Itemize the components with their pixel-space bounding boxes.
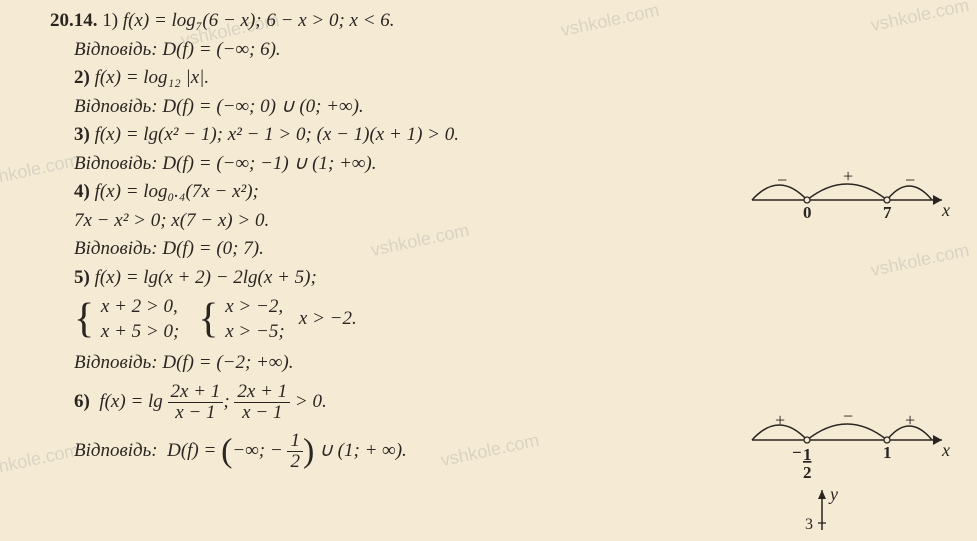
answer-label: Відповідь: bbox=[74, 352, 158, 373]
half-den: 2 bbox=[287, 452, 303, 472]
y-tick-3: 3 bbox=[805, 516, 813, 533]
d2-sign-1: − bbox=[843, 406, 853, 426]
item-4-label: 4) bbox=[74, 181, 90, 202]
item-6-expr-post: > 0. bbox=[290, 391, 327, 412]
problem-1-line: 20.14. 1) f(x) = log₇(6 − x); 6 − x > 0;… bbox=[50, 7, 957, 35]
item-4-answer: D(f) = (0; 7). bbox=[162, 238, 263, 259]
d2-tick-1: 1 bbox=[883, 443, 892, 462]
item-6-answer-mid: −∞; − bbox=[232, 440, 282, 461]
answer-label: Відповідь: bbox=[74, 96, 158, 117]
d2-tick-0-den: 2 bbox=[803, 463, 812, 482]
frac1-den: x − 1 bbox=[168, 403, 224, 423]
d1-sign-1: + bbox=[843, 166, 853, 186]
item-5-system: { x + 2 > 0, x + 5 > 0; { x > −2, x > −5… bbox=[50, 295, 957, 344]
d2-tick-prefix-0: − bbox=[792, 443, 802, 462]
d2-sign-2: + bbox=[905, 410, 915, 430]
item-6-answer-pre: D(f) = bbox=[167, 440, 221, 461]
half-num: 1 bbox=[287, 431, 303, 452]
item-5-answer-line: Відповідь: D(f) = (−2; +∞). bbox=[50, 349, 957, 377]
item-3-expr: f(x) = lg(x² − 1); x² − 1 > 0; (x − 1)(x… bbox=[95, 124, 459, 145]
frac1-num: 2x + 1 bbox=[168, 382, 224, 403]
d1-axis-label: x bbox=[941, 200, 950, 220]
item-6-frac1: 2x + 1 x − 1 bbox=[168, 382, 224, 423]
item-5-label: 5) bbox=[74, 267, 90, 288]
sign-diagram-2: + − + − 1 2 1 x bbox=[747, 400, 957, 496]
d2-tick-0-num: 1 bbox=[803, 445, 812, 464]
frac2-den: x − 1 bbox=[234, 403, 290, 423]
sys2b: x > −5; bbox=[225, 320, 284, 345]
d1-sign-0: − bbox=[777, 170, 787, 190]
item-1-answer-line: Відповідь: D(f) = (−∞; 6). bbox=[50, 36, 957, 64]
d1-tick-1: 7 bbox=[883, 203, 892, 222]
item-5-expr: f(x) = lg(x + 2) − 2lg(x + 5); bbox=[95, 267, 317, 288]
sign-diagram-1: − + − 0 7 x bbox=[747, 160, 957, 236]
item-4-answer-line: Відповідь: D(f) = (0; 7). bbox=[50, 235, 957, 263]
problem-number: 20.14. bbox=[50, 10, 98, 31]
item-1-label: 1) bbox=[102, 10, 118, 31]
item-4-expr2-text: 7x − x² > 0; x(7 − x) > 0. bbox=[74, 210, 269, 231]
d2-axis-label: x bbox=[941, 440, 950, 460]
item-6-answer-post: ∪ (1; + ∞). bbox=[314, 440, 407, 461]
sys1b: x + 5 > 0; bbox=[101, 320, 179, 345]
sign-diagram-1-svg: − + − 0 7 x bbox=[747, 160, 957, 230]
item-6-frac2: 2x + 1 x − 1 bbox=[234, 382, 290, 423]
item-3-line: 3) f(x) = lg(x² − 1); x² − 1 > 0; (x − 1… bbox=[50, 121, 957, 149]
answer-label: Відповідь: bbox=[74, 440, 158, 461]
item-2-answer-line: Відповідь: D(f) = (−∞; 0) ∪ (0; +∞). bbox=[50, 93, 957, 121]
item-6-label: 6) bbox=[74, 391, 90, 412]
sys1a: x + 2 > 0, bbox=[101, 295, 179, 320]
y-label: y bbox=[828, 485, 838, 504]
answer-label: Відповідь: bbox=[74, 153, 158, 174]
item-2-expr: f(x) = log₁₂ |x|. bbox=[95, 67, 210, 88]
sign-diagram-2-svg: + − + − 1 2 1 x bbox=[747, 400, 957, 490]
half-frac: 1 2 bbox=[287, 431, 303, 472]
axis-fragment-svg: y 3 bbox=[777, 485, 867, 535]
item-4-expr: f(x) = log₀.₄(7x − x²); bbox=[95, 181, 259, 202]
item-1-expr: f(x) = log₇(6 − x); 6 − x > 0; x < 6. bbox=[123, 10, 395, 31]
item-5-line: 5) f(x) = lg(x + 2) − 2lg(x + 5); bbox=[50, 264, 957, 292]
item-5-answer: D(f) = (−2; +∞). bbox=[162, 352, 293, 373]
item-6-expr-pre: f(x) = lg bbox=[99, 391, 162, 412]
item-3-answer: D(f) = (−∞; −1) ∪ (1; +∞). bbox=[162, 153, 376, 174]
item-2-line: 2) f(x) = log₁₂ |x|. bbox=[50, 64, 957, 92]
item-5-conclusion: x > −2. bbox=[299, 309, 357, 330]
item-3-label: 3) bbox=[74, 124, 90, 145]
answer-label: Відповідь: bbox=[74, 238, 158, 259]
item-2-label: 2) bbox=[74, 67, 90, 88]
d1-sign-2: − bbox=[905, 170, 915, 190]
d2-sign-0: + bbox=[775, 410, 785, 430]
answer-label: Відповідь: bbox=[74, 39, 158, 60]
axis-fragment: y 3 bbox=[777, 485, 867, 541]
item-2-answer: D(f) = (−∞; 0) ∪ (0; +∞). bbox=[162, 96, 363, 117]
item-6-expr-mid: ; bbox=[223, 391, 234, 412]
sys2a: x > −2, bbox=[225, 295, 284, 320]
item-1-answer: D(f) = (−∞; 6). bbox=[162, 39, 280, 60]
frac2-num: 2x + 1 bbox=[234, 382, 290, 403]
d1-tick-0: 0 bbox=[803, 203, 812, 222]
